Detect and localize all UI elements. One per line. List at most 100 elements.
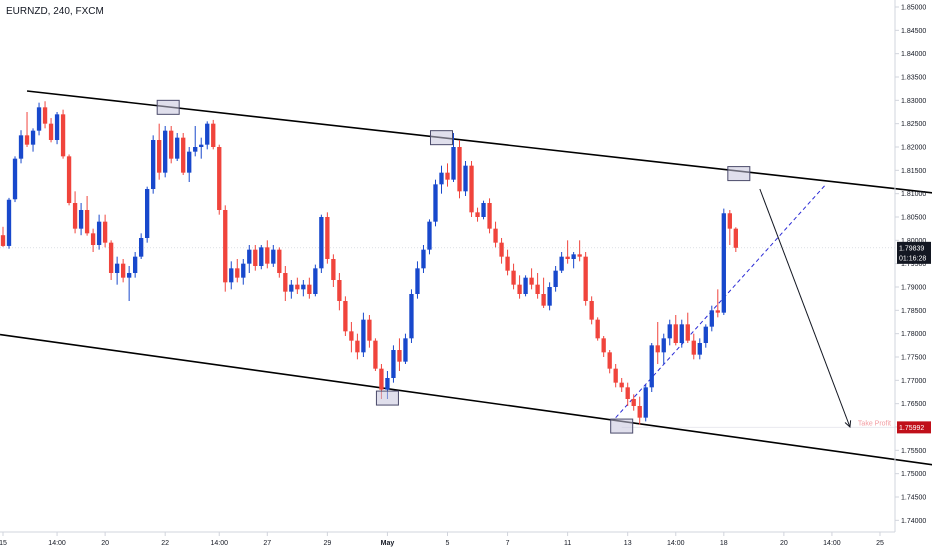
trendline-lower: [0, 333, 932, 466]
candle-body-49: [295, 284, 300, 290]
candle-body-76: [457, 147, 462, 192]
candle-body-54: [325, 217, 330, 259]
price-tick-label: 1.82000: [901, 145, 926, 152]
price-tick-label: 1.77500: [901, 355, 926, 362]
candle-body-87: [523, 277, 528, 294]
candle-body-37: [223, 210, 228, 283]
pivot-marker-4: [727, 166, 751, 182]
price-tick-label: 1.85000: [901, 5, 926, 12]
candle-body-99: [595, 319, 600, 339]
price-tick-label: 1.83000: [901, 98, 926, 105]
candle-body-17: [102, 221, 108, 243]
candle-body-86: [517, 284, 522, 294]
candle-body-70: [421, 249, 426, 269]
time-tick-label: May: [381, 540, 395, 547]
candle-body-114: [685, 324, 690, 341]
candle-body-5: [30, 130, 36, 145]
candle-body-91: [547, 287, 552, 306]
candle-body-45: [271, 249, 276, 264]
candle-body-50: [301, 284, 306, 290]
candle-body-3: [18, 135, 24, 159]
price-tick-label: 1.79000: [901, 285, 926, 292]
candle-body-122: [733, 228, 738, 248]
pivot-marker-1: [429, 130, 453, 146]
candle-body-21: [126, 273, 132, 278]
take-profit-price: 1.75992: [899, 425, 924, 432]
candle-body-85: [511, 270, 516, 285]
candle-body-79: [475, 212, 480, 217]
candle-body-102: [613, 368, 618, 383]
candle-body-81: [487, 203, 492, 229]
time-tick-label: 18: [720, 540, 728, 547]
time-tick-label: 29: [323, 540, 331, 547]
candle-body-120: [721, 213, 726, 313]
candle-body-90: [541, 294, 546, 306]
candle-body-84: [505, 256, 510, 271]
candle-body-55: [331, 259, 336, 280]
price-tick-label: 1.82500: [901, 121, 926, 128]
candle-body-94: [565, 256, 570, 259]
candle-body-20: [120, 263, 126, 278]
take-profit-badge: [897, 421, 931, 434]
candle-body-1: [6, 199, 12, 246]
candle-body-26: [157, 140, 162, 173]
candle-body-12: [72, 203, 78, 229]
candle-body-110: [661, 338, 666, 353]
candle-body-9: [54, 114, 60, 140]
candle-body-40: [241, 263, 246, 278]
candle-body-38: [229, 268, 234, 283]
candle-body-59: [355, 340, 360, 353]
price-tick-label: 1.75500: [901, 448, 926, 455]
candle-body-51: [307, 284, 312, 294]
candle-body-115: [691, 340, 696, 355]
candle-body-98: [589, 301, 594, 320]
candle-body-106: [637, 406, 642, 418]
candle-body-31: [187, 151, 192, 173]
candle-body-27: [163, 130, 168, 173]
candle-body-63: [379, 368, 384, 390]
candle-body-97: [583, 256, 588, 301]
candle-body-19: [114, 263, 120, 273]
price-tick-label: 1.80500: [901, 215, 926, 222]
candle-body-75: [451, 147, 456, 180]
price-tick-label: 1.84000: [901, 51, 926, 58]
current-price-badge: [897, 241, 931, 264]
candle-body-100: [601, 338, 606, 353]
time-tick-label: 7: [506, 540, 510, 547]
candle-body-116: [697, 343, 702, 355]
candle-body-88: [529, 277, 534, 285]
candle-layer: [0, 101, 738, 425]
grid-layer: [0, 247, 895, 428]
candle-body-58: [349, 331, 354, 341]
time-tick-label: 14:00: [823, 540, 841, 547]
overlay-layer: Take Profit: [156, 99, 891, 434]
price-tick-label: 1.81000: [901, 191, 926, 198]
candle-body-4: [24, 135, 30, 145]
candle-body-92: [553, 270, 558, 287]
candle-body-62: [373, 340, 378, 369]
pivot-marker-3: [610, 418, 634, 434]
candle-body-118: [709, 310, 714, 327]
candle-body-28: [169, 130, 174, 159]
candle-body-57: [343, 301, 348, 332]
candle-body-96: [577, 254, 582, 257]
time-tick-label: 20: [780, 540, 788, 547]
candle-body-41: [247, 249, 252, 264]
pivot-marker-0: [156, 99, 180, 115]
candle-body-101: [607, 352, 612, 369]
candle-body-15: [90, 233, 96, 245]
candle-body-109: [655, 345, 660, 353]
countdown-timer: 01:16:28: [899, 255, 926, 262]
candle-body-61: [367, 319, 372, 341]
candle-body-107: [643, 387, 648, 418]
candle-body-6: [36, 107, 42, 131]
candle-body-95: [571, 254, 576, 259]
time-tick-label: 25: [876, 540, 884, 547]
price-tick-label: 1.80000: [901, 238, 926, 245]
projection-line: [615, 183, 827, 419]
candle-body-33: [199, 144, 204, 147]
price-tick-label: 1.74000: [901, 518, 926, 525]
